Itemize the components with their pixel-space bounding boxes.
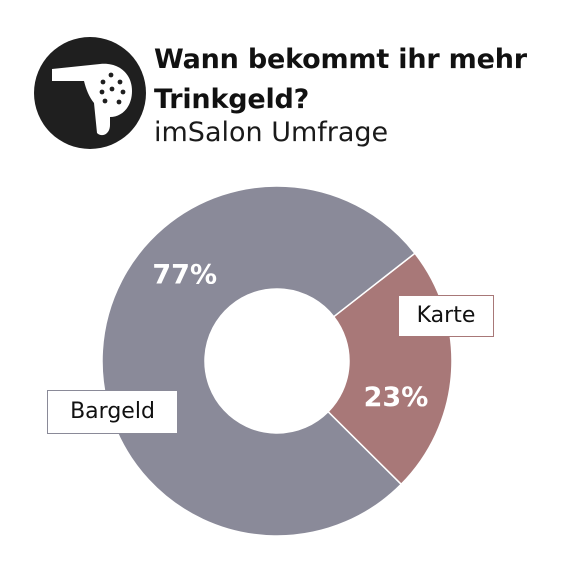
hair-dryer-icon [34,37,146,149]
chart-subtitle: imSalon Umfrage [154,117,389,148]
slice-bargeld [101,185,416,537]
legend-karte: Karte [398,295,494,337]
data-label-bargeld: 77% [152,260,217,291]
chart-title: Wann bekommt ihr mehr Trinkgeld? [154,44,527,115]
data-label-karte: 23% [364,382,429,413]
legend-bargeld: Bargeld [47,390,178,434]
